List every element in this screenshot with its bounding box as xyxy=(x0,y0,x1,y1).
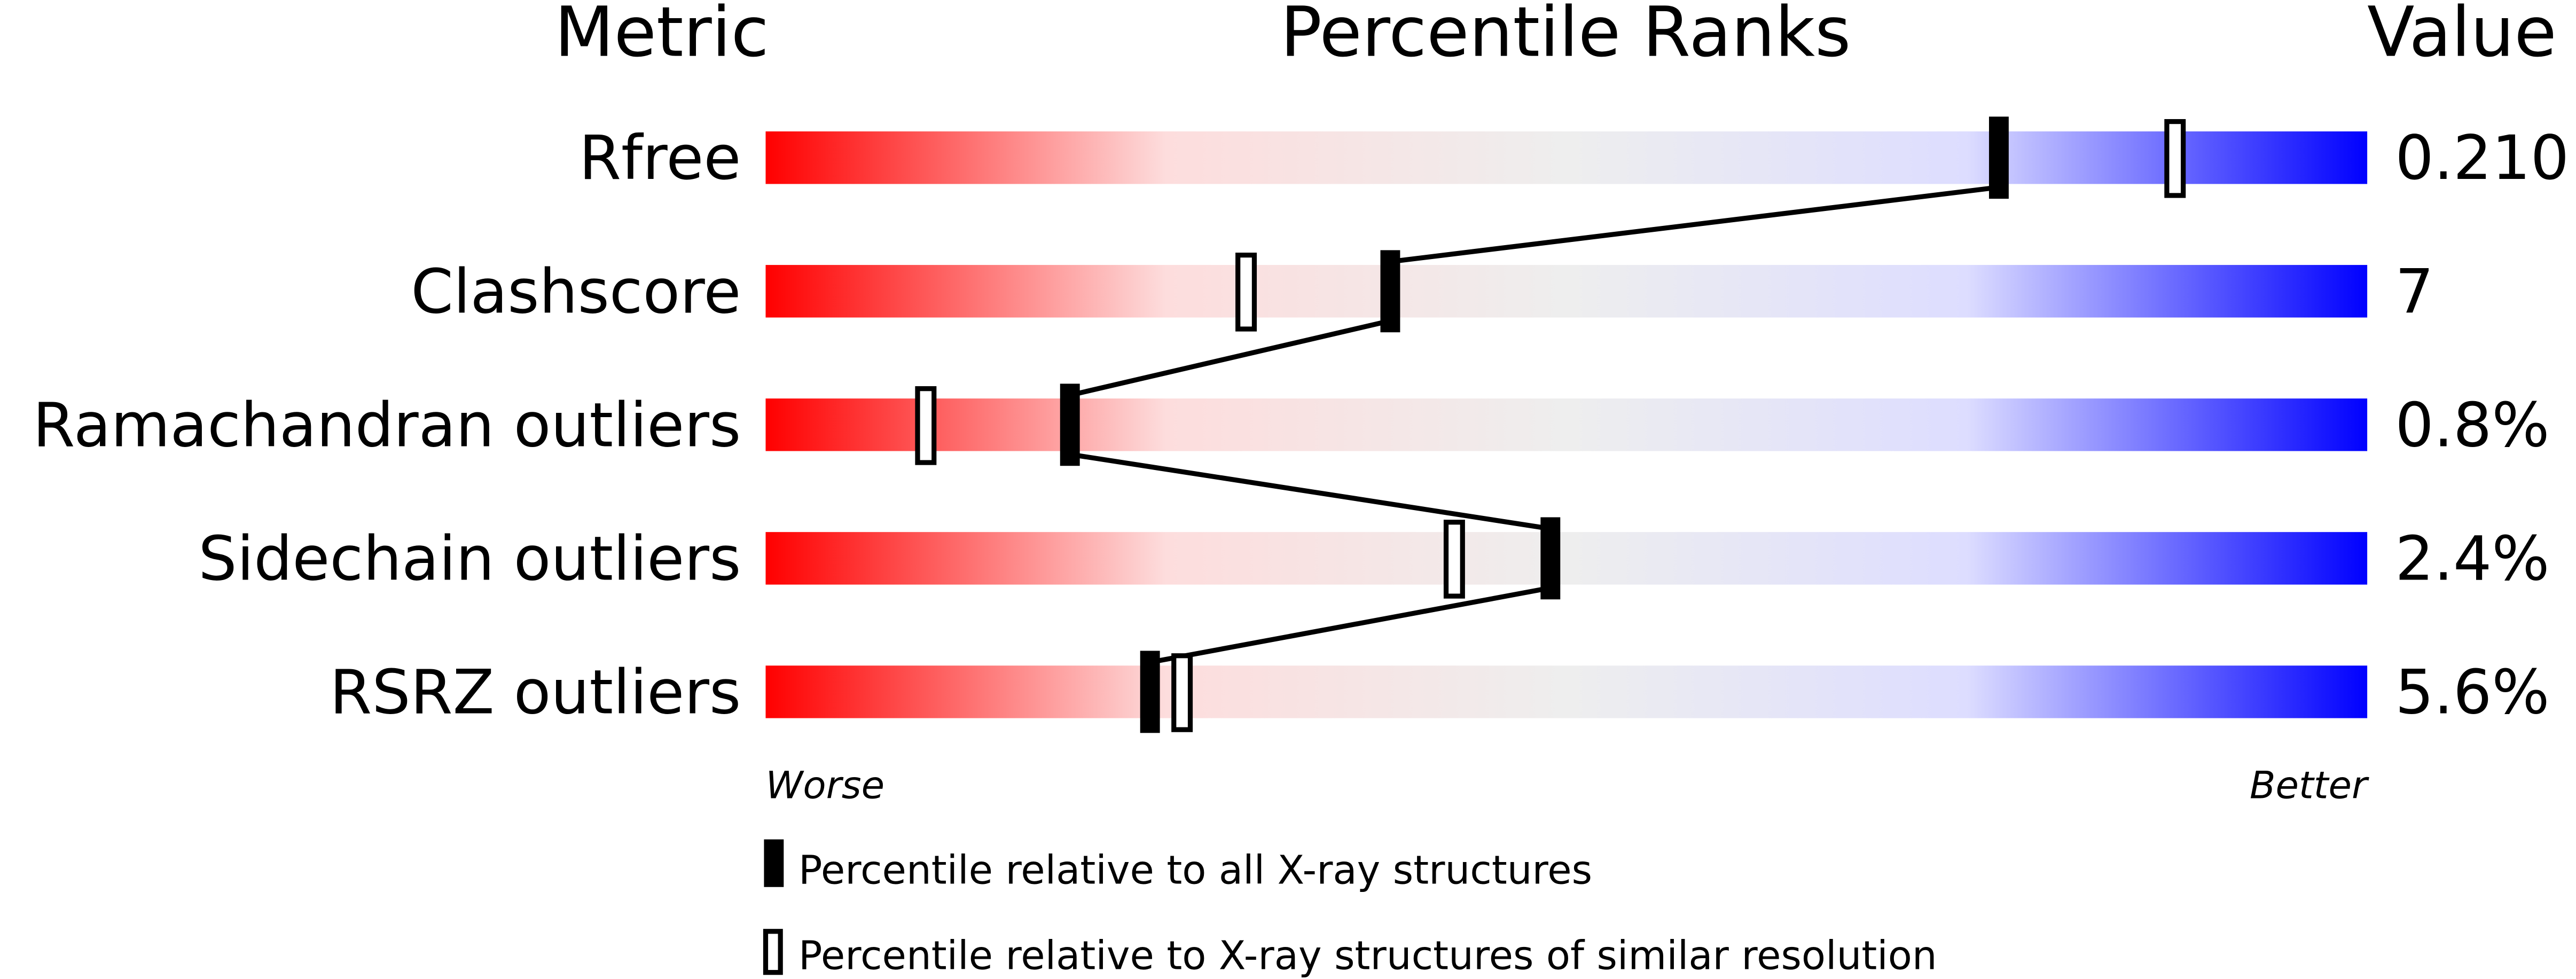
all-structures-percentile-marker xyxy=(1988,116,2009,199)
metric-row: RSRZ outliers 5.6% xyxy=(330,656,2549,727)
metric-value: 2.4% xyxy=(2395,523,2549,594)
metric-value: 5.6% xyxy=(2395,656,2549,727)
legend-filled-label: Percentile relative to all X-ray structu… xyxy=(798,848,1592,894)
similar-resolution-percentile-marker xyxy=(1171,653,1193,732)
metric-row: Sidechain outliers 2.4% xyxy=(198,523,2549,594)
all-structures-percentile-marker xyxy=(1140,651,1160,733)
metric-row: Rfree 0.210 xyxy=(579,122,2569,193)
header-metric: Metric xyxy=(554,0,769,73)
percentile-bar xyxy=(765,665,2368,718)
legend-filled-marker xyxy=(764,839,784,887)
legend-open-label: Percentile relative to X-ray structures … xyxy=(798,933,1937,979)
similar-resolution-percentile-marker xyxy=(1443,520,1465,599)
metric-label: Sidechain outliers xyxy=(198,523,741,594)
metric-label: Clashscore xyxy=(411,256,741,327)
percentile-bar xyxy=(765,265,2368,318)
metric-value: 0.210 xyxy=(2395,122,2569,193)
header-value: Value xyxy=(2367,0,2557,73)
similar-resolution-percentile-marker xyxy=(915,386,937,465)
percentile-bar xyxy=(765,532,2368,585)
similar-resolution-percentile-marker xyxy=(2164,119,2186,198)
all-structures-percentile-marker xyxy=(1060,383,1080,466)
metric-label: RSRZ outliers xyxy=(330,656,741,727)
metric-label: Ramachandran outliers xyxy=(33,389,741,460)
worse-label: Worse xyxy=(765,763,884,808)
metric-value: 7 xyxy=(2395,256,2433,327)
metric-label: Rfree xyxy=(579,122,741,193)
metric-row: Clashscore 7 xyxy=(411,256,2433,327)
metric-row: Ramachandran outliers 0.8% xyxy=(33,389,2549,460)
all-structures-percentile-marker xyxy=(1380,250,1400,333)
percentile-bar xyxy=(765,131,2368,184)
better-label: Better xyxy=(2250,763,2369,808)
metric-value: 0.8% xyxy=(2395,389,2549,460)
header-percentile-ranks: Percentile Ranks xyxy=(1280,0,1851,73)
legend-open-marker xyxy=(763,929,783,975)
percentile-bar xyxy=(765,398,2368,451)
similar-resolution-percentile-marker xyxy=(1235,253,1257,332)
all-structures-percentile-marker xyxy=(1540,517,1561,600)
